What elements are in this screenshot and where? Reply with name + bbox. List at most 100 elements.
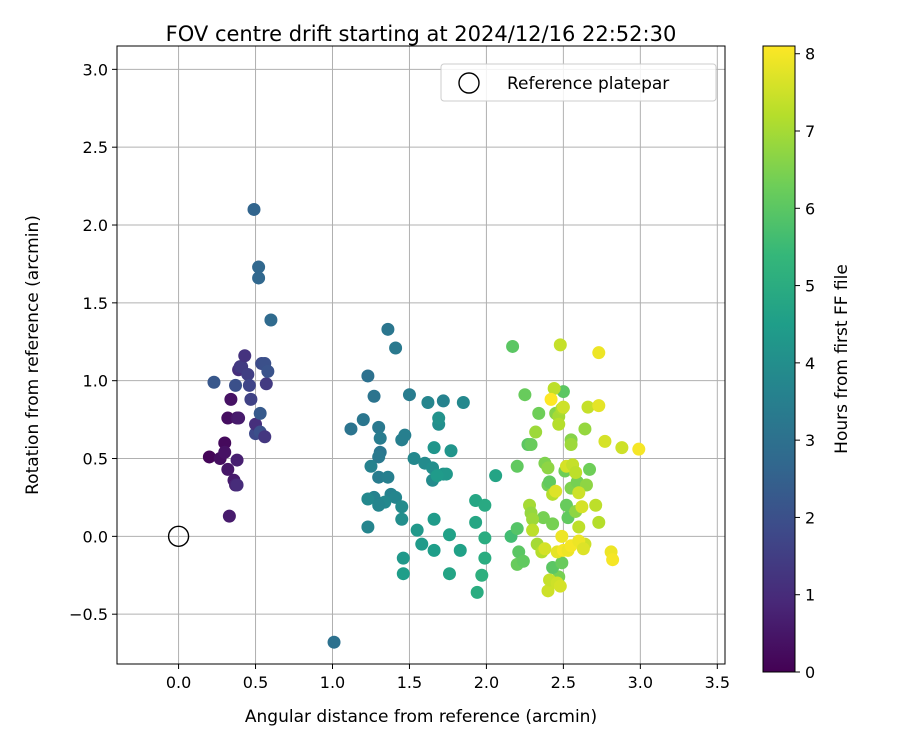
y-tick-label: 2.0	[83, 216, 108, 235]
data-point	[552, 417, 566, 431]
data-point	[364, 459, 378, 473]
data-point	[442, 528, 456, 542]
x-tick-label: 3.5	[705, 673, 730, 692]
colorbar-tick-label: 7	[805, 122, 815, 141]
data-point	[576, 542, 590, 556]
data-point	[526, 523, 540, 537]
data-point	[592, 346, 606, 360]
colorbar-gradient	[762, 45, 796, 673]
data-point	[555, 556, 569, 570]
y-tick-label: 2.5	[83, 138, 108, 157]
data-point	[444, 444, 458, 458]
data-point	[247, 202, 261, 216]
plot-frame	[116, 45, 726, 665]
colorbar-tick-label: 1	[805, 586, 815, 605]
y-tick-label: 0.0	[83, 527, 108, 546]
data-point	[549, 484, 563, 498]
data-point	[506, 339, 520, 353]
data-point	[544, 392, 558, 406]
data-point	[592, 515, 606, 529]
data-point	[264, 313, 278, 327]
colorbar: 0 1 2 3 4 5 6 7 8 Hours from first FF file	[762, 45, 852, 682]
data-point	[218, 445, 232, 459]
data-point	[361, 520, 375, 534]
reference-point	[167, 525, 190, 548]
data-point	[583, 462, 597, 476]
data-point	[453, 543, 467, 557]
x-tick-label: 3.0	[628, 673, 653, 692]
data-point	[478, 531, 492, 545]
x-tick-label: 0.5	[243, 673, 268, 692]
data-point	[373, 431, 387, 445]
data-point	[230, 453, 244, 467]
data-point	[259, 377, 273, 391]
data-point	[202, 450, 216, 464]
data-point	[396, 551, 410, 565]
data-point	[244, 392, 258, 406]
data-point	[489, 469, 503, 483]
data-point	[361, 492, 375, 506]
data-point	[407, 452, 421, 466]
data-point	[395, 512, 409, 526]
data-point	[230, 478, 244, 492]
data-point	[253, 406, 267, 420]
colorbar-tick-label: 8	[805, 45, 815, 64]
y-axis-label: Rotation from reference (arcmin)	[23, 215, 43, 495]
data-point	[543, 475, 557, 489]
data-point	[510, 522, 524, 536]
data-point	[224, 392, 238, 406]
data-point	[389, 490, 403, 504]
x-tick-label: 2.5	[551, 673, 576, 692]
data-point	[469, 515, 483, 529]
data-point	[555, 529, 569, 543]
colorbar-tick-label: 0	[805, 663, 815, 682]
data-point	[258, 430, 272, 444]
data-point	[456, 395, 470, 409]
data-point	[475, 568, 489, 582]
data-point	[478, 551, 492, 565]
data-point	[389, 341, 403, 355]
data-point	[541, 584, 555, 598]
data-point	[606, 553, 620, 567]
data-point	[615, 441, 629, 455]
data-point	[402, 388, 416, 402]
x-axis-ticks: 0.0 0.5 1.0 1.5 2.0 2.5 3.0 3.5	[166, 664, 730, 692]
colorbar-tick-label: 4	[805, 354, 815, 373]
data-point	[536, 511, 550, 525]
data-point	[516, 554, 530, 568]
data-point	[546, 517, 560, 531]
data-point	[564, 438, 578, 452]
data-point	[432, 411, 446, 425]
data-point	[221, 411, 235, 425]
reference-marker	[167, 525, 190, 548]
y-tick-label: 1.0	[83, 372, 108, 391]
data-point	[518, 388, 532, 402]
data-point	[427, 543, 441, 557]
data-point	[532, 406, 546, 420]
data-point	[581, 400, 595, 414]
data-point	[578, 422, 592, 436]
legend-box	[440, 63, 717, 102]
data-point	[553, 338, 567, 352]
data-point	[398, 428, 412, 442]
data-point	[415, 537, 429, 551]
data-point	[395, 500, 409, 514]
data-point	[344, 422, 358, 436]
colorbar-ticks: 0 1 2 3 4 5 6 7 8	[795, 45, 815, 682]
data-point	[470, 585, 484, 599]
data-point	[553, 579, 567, 593]
data-point	[442, 567, 456, 581]
chart-title: FOV centre drift starting at 2024/12/16 …	[166, 22, 677, 46]
legend: Reference platepar	[440, 63, 717, 102]
grid-lines	[117, 46, 725, 664]
data-points	[202, 202, 646, 649]
y-tick-label: 3.0	[83, 60, 108, 79]
colorbar-tick-label: 3	[805, 431, 815, 450]
data-point	[436, 394, 450, 408]
data-point	[572, 486, 586, 500]
y-tick-label: 1.5	[83, 294, 108, 313]
data-point	[221, 462, 235, 476]
data-point	[427, 441, 441, 455]
data-point	[261, 364, 275, 378]
data-point	[524, 438, 538, 452]
